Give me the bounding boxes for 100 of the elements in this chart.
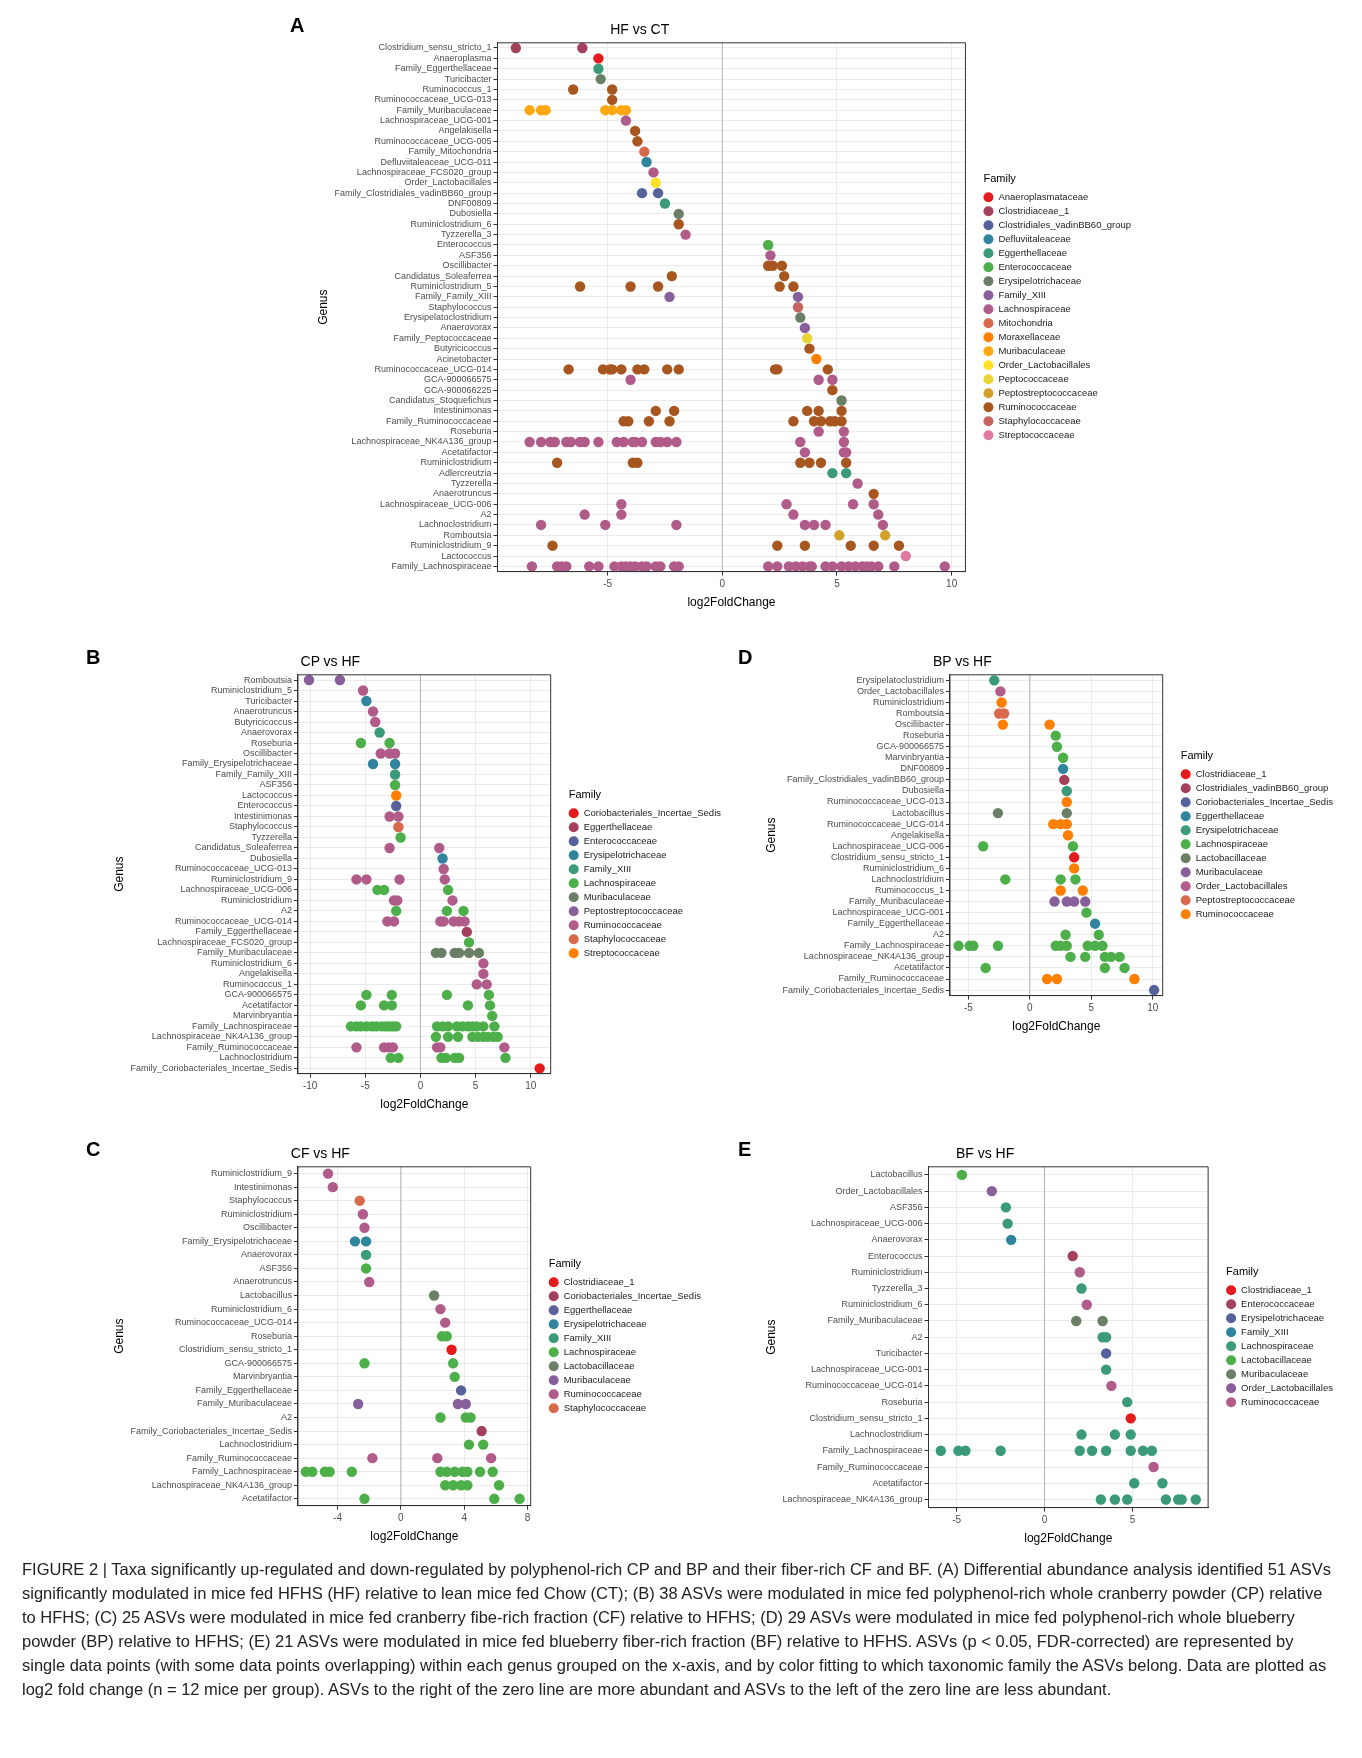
y-tick-label: Ruminiclostridium bbox=[851, 1266, 923, 1277]
y-tick-label: Clostridium_sensu_stricto_1 bbox=[378, 42, 492, 53]
legend-label: Enterococcaceae bbox=[998, 260, 1072, 272]
y-tick-label: Staphylococcus bbox=[228, 821, 293, 832]
y-tick-label: Ruminococcaceae_UCG-013 bbox=[374, 94, 492, 105]
y-tick-label: Dubosiella bbox=[249, 852, 292, 863]
legend-label: Ruminococcaceae bbox=[583, 918, 662, 930]
y-tick-label: Staphylococcus bbox=[428, 301, 492, 312]
y-tick-label: Lactobacillus bbox=[891, 807, 945, 818]
y-tick-label: Lachnospiraceae_NK4A136_group bbox=[351, 436, 492, 447]
y-tick-label: A2 bbox=[480, 509, 492, 520]
y-tick-label: Family_Muribaculaceae bbox=[848, 896, 944, 907]
y-tick-label: Family_Muribaculaceae bbox=[827, 1315, 923, 1326]
y-tick-label: Ruminococcaceae_UCG-014 bbox=[805, 1380, 923, 1391]
y-tick-label: Clostridium_sensu_stricto_1 bbox=[178, 1344, 292, 1355]
y-tick-label: Family_Eggerthellaceae bbox=[195, 1384, 292, 1395]
y-tick-label: Lachnospiraceae_FCS020_group bbox=[157, 936, 292, 947]
y-tick-label: Enterococcus bbox=[436, 239, 492, 250]
y-axis-title: Genus bbox=[315, 289, 330, 325]
y-tick-label: Angelakisella bbox=[890, 829, 944, 840]
y-tick-label: Erysipelatoclostridium bbox=[856, 674, 944, 685]
legend-label: Staphylococcaceae bbox=[583, 932, 667, 944]
y-tick-label: Oscillibacter bbox=[894, 719, 944, 730]
legend-label: Erysipelotrichaceae bbox=[998, 274, 1082, 286]
y-tick-label: Ruminiclostridium_9 bbox=[210, 1168, 292, 1179]
y-tick-label: Lachnospiraceae_UCG-001 bbox=[379, 115, 492, 126]
y-tick-label: Family_Mitochondria bbox=[408, 146, 492, 157]
legend-label: Staphylococcaceae bbox=[998, 414, 1081, 426]
y-tick-label: Ruminiclostridium_6 bbox=[862, 862, 944, 873]
legend-label: Lachnospiraceae bbox=[583, 876, 657, 888]
y-tick-label: GCA-900066575 bbox=[876, 741, 944, 752]
y-tick-label: Romboutsia bbox=[895, 708, 944, 718]
text: C bbox=[86, 1138, 101, 1161]
y-tick-label: Ruminococcus_1 bbox=[222, 978, 292, 989]
y-tick-label: Ruminiclostridium_6 bbox=[841, 1299, 923, 1310]
y-tick-label: Oscillibacter bbox=[442, 260, 492, 271]
y-tick-label: Family_Ruminococcaceae bbox=[838, 973, 944, 984]
y-tick-label: A2 bbox=[932, 929, 944, 940]
y-tick-label: GCA-900066225 bbox=[423, 384, 492, 395]
x-tick-label: -5 bbox=[603, 578, 613, 590]
legend-label: Order_Lactobacillales bbox=[998, 358, 1091, 370]
legend-label: Defluviitaleaceae bbox=[998, 232, 1071, 244]
y-tick-label: Dubosiella bbox=[901, 785, 944, 796]
y-tick-label: Family_Muribaculaceae bbox=[396, 104, 492, 115]
legend-label: Muribaculaceae bbox=[998, 344, 1066, 356]
legend-label: Lachnospiraceae bbox=[998, 302, 1071, 314]
legend-label: Erysipelotrichaceae bbox=[1241, 1311, 1325, 1323]
y-tick-label: Roseburia bbox=[250, 1330, 292, 1341]
chart-title: CP vs HF bbox=[300, 653, 361, 670]
y-tick-label: Anaerovorax bbox=[440, 322, 492, 333]
caption: FIGURE 2 | Taxa significantly up-regulated and down-regulated by polyphenol-rich CP and BP and their fiber-rich CF and BF. (A) Differential abundance analysis identified 51 ASVs significantly modulated in mice fed HFHS (HF) relative to lean mice fed Chow (CT); (B) 38 ASVs were modulated in mice fed polyphenol-rich whole cranberry powder (CP) relative to HFHS; (C) 25 ASVs were modulated in mice fed cranberry fibe-rich fraction (CF) relative to HFHS; (D) 29 ASVs were modulated in mice fed polyphenol-rich whole blueberry powder (BP) relative to HFHS; (E) 21 ASVs were modulated in mice fed blueberry fiber-rich fraction (BF) relative to HFHS. ASVs (p < 0.05, FDR-corrected) are represented by single data points (with some data points overlapping) within each genus grouped on the x-axis, and by color fitting to which taxonomic family the ASVs belong. Data are plotted as log2 fold change (n = 12 mice per group). ASVs to the right of the zero line are more abundant and ASVs to the left of the zero line are less abundant. bbox=[22, 1559, 1333, 1700]
y-tick-label: Family_Ruminococcaceae bbox=[186, 1452, 292, 1463]
y-tick-label: Intestinimonas bbox=[433, 405, 492, 416]
y-tick-label: ASF356 bbox=[259, 1262, 292, 1273]
y-tick-label: Lachnospiraceae_UCG-006 bbox=[379, 498, 492, 509]
chart-title: HF vs CT bbox=[610, 21, 670, 38]
y-tick-label: Romboutsia bbox=[243, 674, 292, 685]
y-tick-label: Family_Lachnospiraceae bbox=[191, 1466, 292, 1477]
y-tick-label: GCA-900066575 bbox=[224, 989, 292, 1000]
legend-label: Staphylococcaceae bbox=[563, 1401, 647, 1413]
x-tick-label: 10 bbox=[946, 578, 958, 590]
x-tick-label: 5 bbox=[834, 578, 841, 590]
y-tick-label: Family_Family_XIII bbox=[414, 291, 492, 302]
legend-label: Order_Lactobacillales bbox=[1195, 879, 1288, 891]
legend-label: Eggerthellaceae bbox=[1195, 809, 1265, 821]
x-axis-title: log2FoldChange bbox=[1012, 1019, 1101, 1034]
y-tick-label: Ruminiclostridium_6 bbox=[210, 957, 292, 968]
y-tick-label: Family_Clostridiales_vadinBB60_group bbox=[786, 774, 944, 785]
legend-label: Enterococcaceae bbox=[583, 834, 658, 846]
y-tick-label: Family_Ruminococcaceae bbox=[385, 415, 492, 426]
legend-label: Peptostreptococcaceae bbox=[583, 904, 683, 916]
y-tick-label: Lachnoclostridium bbox=[219, 1439, 292, 1450]
legend-label: Lactobacillaceae bbox=[563, 1359, 635, 1371]
y-tick-label: Lachnospiraceae_UCG-001 bbox=[810, 1364, 923, 1375]
y-tick-label: A2 bbox=[280, 905, 292, 916]
y-axis-title: Genus bbox=[763, 1319, 778, 1355]
y-tick-label: Romboutsia bbox=[443, 529, 492, 540]
legend-label: Family_XIII bbox=[583, 862, 632, 874]
y-tick-label: Family_Clostridiales_vadinBB60_group bbox=[334, 187, 492, 198]
y-tick-label: ASF356 bbox=[458, 249, 492, 260]
y-tick-label: Lachnoclostridium bbox=[849, 1429, 923, 1440]
y-tick-label: Roseburia bbox=[902, 730, 944, 741]
legend-label: Muribaculaceae bbox=[1195, 865, 1263, 877]
y-tick-label: Family_Lachnospiraceae bbox=[391, 560, 492, 571]
legend-label: Muribaculaceae bbox=[563, 1373, 631, 1385]
y-tick-label: Lachnospiraceae_UCG-006 bbox=[810, 1218, 923, 1229]
y-tick-label: Candidatus_Soleaferrea bbox=[394, 270, 492, 281]
legend-label: Family_XIII bbox=[563, 1331, 612, 1343]
y-tick-label: Intestinimonas bbox=[233, 1181, 293, 1192]
y-tick-label: Lachnospiraceae_NK4A136_group bbox=[782, 1493, 923, 1504]
x-tick-label: 0 bbox=[398, 1512, 405, 1524]
y-tick-label: Family_Ruminococcaceae bbox=[186, 1041, 292, 1052]
y-tick-label: Butyricicoccus bbox=[433, 343, 492, 354]
x-tick-label: -4 bbox=[333, 1512, 343, 1524]
legend-label: Lachnospiraceae bbox=[563, 1345, 637, 1357]
y-tick-label: GCA-900066575 bbox=[423, 374, 492, 385]
y-tick-label: Family_Erysipelotrichaceae bbox=[181, 1235, 292, 1246]
x-tick-label: 0 bbox=[1041, 1514, 1048, 1526]
y-tick-label: Ruminiclostridium bbox=[220, 1208, 292, 1219]
legend-label: Coriobacteriales_Incertae_Sedis bbox=[563, 1289, 702, 1301]
